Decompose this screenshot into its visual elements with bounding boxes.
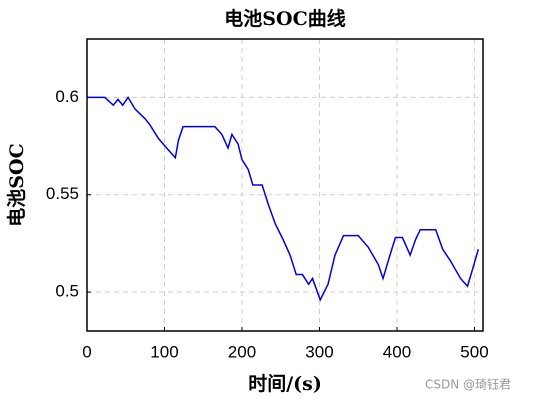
x-tick-label: 100 [150, 342, 178, 361]
x-tick-label: 500 [460, 342, 488, 361]
x-tick-label: 300 [305, 342, 333, 361]
x-axis-label: 时间/(s) [248, 373, 322, 395]
x-tick-label: 200 [228, 342, 256, 361]
y-tick-label: 0.5 [55, 282, 79, 301]
x-tick-label: 0 [82, 342, 91, 361]
y-tick-label: 0.55 [46, 184, 79, 203]
y-axis-label: 电池SOC [5, 143, 28, 226]
y-tick-label: 0.6 [55, 87, 79, 106]
plot-frame [86, 38, 484, 332]
x-tick-label: 400 [383, 342, 411, 361]
line [87, 96, 480, 302]
chart-title: 电池SOC曲线 [224, 7, 345, 30]
watermark: CSDN @琦钰君 [425, 378, 511, 392]
